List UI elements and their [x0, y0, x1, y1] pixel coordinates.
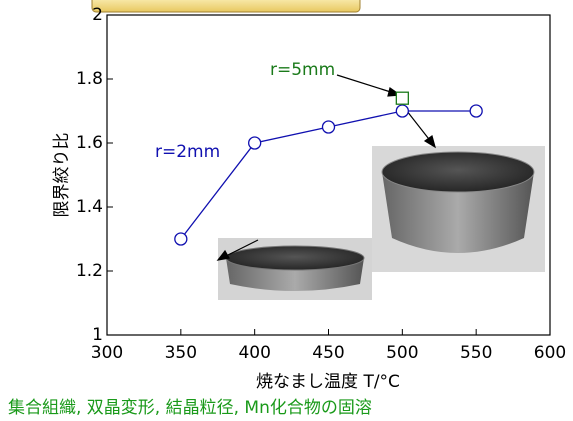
marker	[249, 137, 261, 149]
marker	[323, 121, 335, 133]
x-tick-label: 300	[91, 343, 123, 363]
photo-r2	[218, 238, 372, 300]
x-tick-label: 450	[312, 343, 344, 363]
y-tick-label: 1.4	[76, 197, 103, 217]
y-tick-label: 1.8	[76, 69, 103, 89]
photo-r5	[372, 146, 545, 272]
x-tick-label: 550	[460, 343, 492, 363]
x-axis-label: 焼なまし温度 T/°C	[256, 372, 400, 392]
y-tick-label: 1.2	[76, 261, 103, 281]
series-label: r=2mm	[155, 142, 220, 162]
caption: 集合組織, 双晶変形, 結晶粒径, Mn化合物の固溶	[8, 398, 372, 418]
y-tick-label: 1	[92, 325, 103, 345]
x-tick-label: 350	[165, 343, 197, 363]
x-tick-label: 400	[238, 343, 270, 363]
series-label: r=5mm	[270, 60, 335, 80]
y-axis-label: 限界絞り比	[52, 133, 72, 218]
x-tick-label: 500	[386, 343, 418, 363]
marker	[396, 105, 408, 117]
y-tick-label: 1.6	[76, 133, 103, 153]
banner	[92, 0, 360, 12]
chart: 限界絞り比 焼なまし温度 T/°C 集合組織, 双晶変形, 結晶粒径, Mn化合…	[0, 0, 573, 421]
marker	[396, 92, 408, 104]
marker	[175, 233, 187, 245]
x-tick-label: 600	[534, 343, 566, 363]
marker	[470, 105, 482, 117]
y-tick-label: 2	[92, 5, 103, 25]
